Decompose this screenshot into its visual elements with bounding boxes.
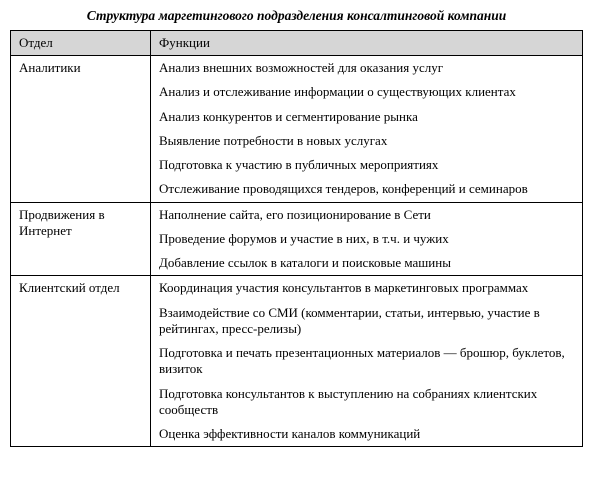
table-row: Клиентский отдел Координация участия конс… — [11, 276, 583, 447]
func-item: Отслеживание проводящихся тендеров, конф… — [159, 181, 574, 197]
func-item: Наполнение сайта, его позиционирование в… — [159, 207, 574, 223]
func-cell: Анализ внешних возможностей для оказания… — [151, 56, 583, 203]
func-item: Анализ конкурентов и сегментирование рын… — [159, 109, 574, 125]
func-item: Взаимодействие со СМИ (комментарии, стат… — [159, 305, 574, 338]
dept-cell: Продвижения в Интернет — [11, 202, 151, 276]
func-item: Подготовка и печать презентационных мате… — [159, 345, 574, 378]
header-dept: Отдел — [11, 31, 151, 56]
func-cell: Координация участия консультантов в марк… — [151, 276, 583, 447]
func-list: Наполнение сайта, его позиционирование в… — [159, 207, 574, 272]
structure-table: Отдел Функции Аналитики Анализ внешних во… — [10, 30, 583, 447]
table-row: Продвижения в Интернет Наполнение сайта, … — [11, 202, 583, 276]
func-item: Выявление потребности в новых услугах — [159, 133, 574, 149]
func-cell: Наполнение сайта, его позиционирование в… — [151, 202, 583, 276]
func-item: Подготовка к участию в публичных меропри… — [159, 157, 574, 173]
func-item: Оценка эффективности каналов коммуникаци… — [159, 426, 574, 442]
func-item: Анализ внешних возможностей для оказания… — [159, 60, 574, 76]
dept-cell: Клиентский отдел — [11, 276, 151, 447]
header-func: Функции — [151, 31, 583, 56]
func-list: Анализ внешних возможностей для оказания… — [159, 60, 574, 198]
dept-cell: Аналитики — [11, 56, 151, 203]
func-list: Координация участия консультантов в марк… — [159, 280, 574, 442]
table-title: Структура маргетингового подразделения к… — [10, 8, 583, 24]
header-row: Отдел Функции — [11, 31, 583, 56]
func-item: Анализ и отслеживание информации о сущес… — [159, 84, 574, 100]
func-item: Подготовка консультантов к выступлению н… — [159, 386, 574, 419]
func-item: Координация участия консультантов в марк… — [159, 280, 574, 296]
func-item: Проведение форумов и участие в них, в т.… — [159, 231, 574, 247]
table-row: Аналитики Анализ внешних возможностей для… — [11, 56, 583, 203]
func-item: Добавление ссылок в каталоги и поисковые… — [159, 255, 574, 271]
